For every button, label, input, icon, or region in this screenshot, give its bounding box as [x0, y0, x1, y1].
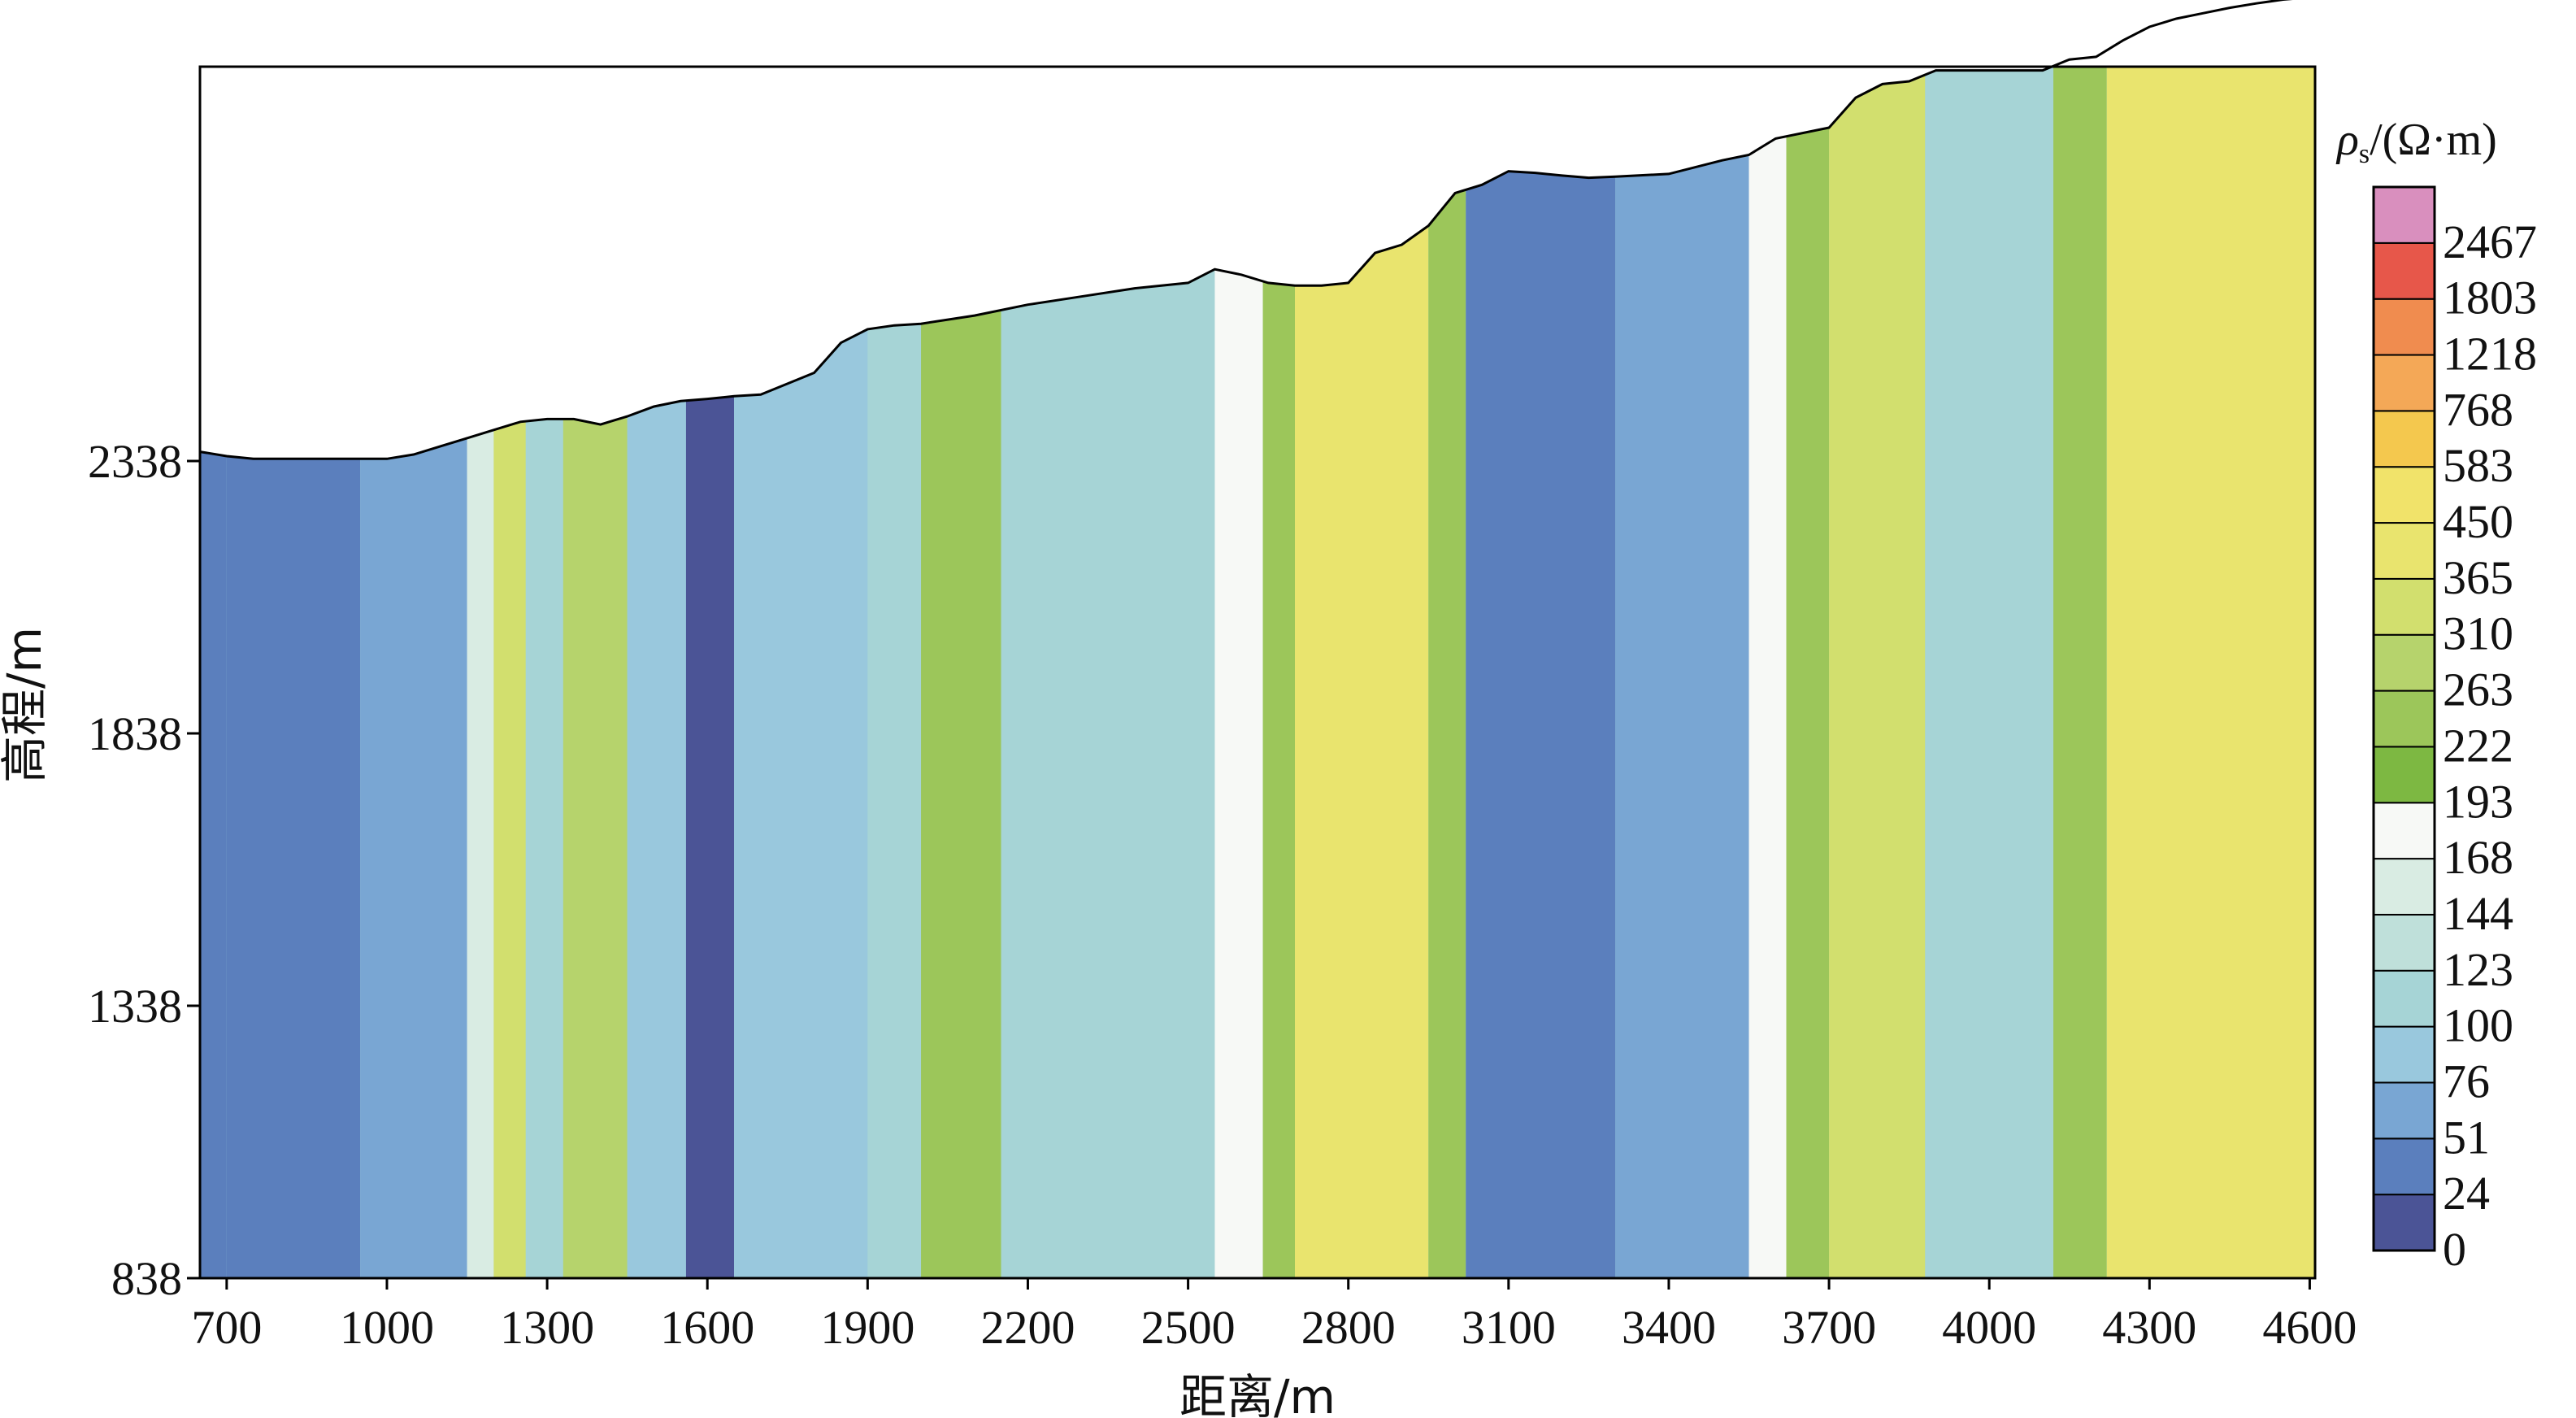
y-axis-title: 高程/m — [0, 627, 52, 783]
x-tick-label: 2200 — [980, 1301, 1075, 1354]
resistivity-band-12 — [1001, 67, 1215, 1278]
resistivity-band-16 — [1428, 67, 1466, 1278]
colorbar-swatch — [2373, 522, 2435, 580]
resistivity-band-15 — [1294, 67, 1429, 1278]
resistivity-band-18 — [1615, 67, 1749, 1278]
colorbar-title-subscript: s — [2359, 139, 2370, 169]
y-axis: 838 1338 1838 2338 — [88, 435, 200, 1305]
colorbar-swatch — [2373, 913, 2435, 972]
colorbar-label: 144 — [2443, 887, 2513, 940]
resistivity-band-22 — [1925, 67, 2054, 1278]
x-tick-label: 4000 — [1942, 1301, 2036, 1354]
resistivity-band-3 — [467, 67, 494, 1278]
colorbar-label: 310 — [2443, 607, 2513, 660]
resistivity-band-13 — [1214, 67, 1263, 1278]
y-tick-label: 1838 — [88, 707, 182, 760]
x-tick-label: 1000 — [340, 1301, 434, 1354]
colorbar-label: 222 — [2443, 719, 2513, 772]
y-tick-label: 2338 — [88, 435, 182, 488]
colorbar-label: 583 — [2443, 439, 2513, 492]
colorbar-swatch — [2373, 858, 2435, 916]
colorbar-label: 365 — [2443, 551, 2513, 604]
x-tick-label: 2500 — [1141, 1301, 1236, 1354]
x-tick-label: 2800 — [1301, 1301, 1396, 1354]
x-tick-label: 3400 — [1622, 1301, 1716, 1354]
resistivity-band-24 — [2106, 67, 2315, 1278]
colorbar-swatch — [2373, 1025, 2435, 1084]
x-tick-label: 700 — [191, 1301, 262, 1354]
resistivity-band-1 — [226, 67, 361, 1278]
resistivity-band-2 — [360, 67, 467, 1278]
colorbar-swatch — [2373, 298, 2435, 356]
colorbar-swatch — [2373, 802, 2435, 860]
resistivity-band-7 — [627, 67, 686, 1278]
x-tick-label: 3100 — [1462, 1301, 1556, 1354]
y-tick-label: 1338 — [88, 980, 182, 1033]
x-tick-label: 4600 — [2262, 1301, 2357, 1354]
colorbar-swatch — [2373, 410, 2435, 468]
colorbar-swatch — [2373, 241, 2435, 300]
resistivity-band-10 — [867, 67, 922, 1278]
surface-profile-line — [199, 0, 2293, 460]
x-tick-label: 3700 — [1782, 1301, 1876, 1354]
colorbar: 0245176100123144168193222263310365450583… — [2372, 185, 2537, 1276]
plot-frame — [198, 65, 2317, 1280]
x-axis-title: 距离/m — [1179, 1369, 1336, 1418]
x-tick-label: 1300 — [500, 1301, 594, 1354]
x-tick-label: 1600 — [660, 1301, 754, 1354]
resistivity-band-0 — [200, 67, 227, 1278]
resistivity-band-11 — [921, 67, 1001, 1278]
colorbar-swatch — [2373, 577, 2435, 636]
resistivity-band-4 — [493, 67, 526, 1278]
colorbar-label: 123 — [2443, 943, 2513, 996]
colorbar-label: 76 — [2443, 1055, 2490, 1107]
y-tick-label: 838 — [111, 1252, 182, 1305]
resistivity-field — [200, 67, 2315, 1278]
colorbar-label: 0 — [2443, 1223, 2466, 1276]
resistivity-band-17 — [1466, 67, 1616, 1278]
resistivity-band-20 — [1786, 67, 1830, 1278]
resistivity-band-6 — [563, 67, 628, 1278]
resistivity-band-23 — [2053, 67, 2107, 1278]
colorbar-swatch — [2373, 689, 2435, 748]
colorbar-label: 168 — [2443, 831, 2513, 884]
x-axis: 700 1000 1300 1600 1900 2200 2500 2800 3100 3400 3… — [191, 1278, 2357, 1354]
colorbar-frame — [2372, 185, 2436, 1252]
resistivity-band-8 — [685, 67, 735, 1278]
colorbar-label: 100 — [2443, 999, 2513, 1052]
colorbar-title-symbol: ρ — [2335, 115, 2359, 165]
x-tick-label: 4300 — [2102, 1301, 2196, 1354]
colorbar-swatch — [2373, 1194, 2435, 1251]
resistivity-band-5 — [525, 67, 563, 1278]
colorbar-swatch — [2373, 633, 2435, 692]
colorbar-label: 768 — [2443, 383, 2513, 436]
colorbar-swatch — [2373, 1081, 2435, 1140]
colorbar-swatch — [2373, 186, 2435, 244]
colorbar-swatch — [2373, 1137, 2435, 1196]
colorbar-label: 2467 — [2443, 215, 2537, 268]
colorbar-swatch — [2373, 746, 2435, 804]
resistivity-band-14 — [1262, 67, 1295, 1278]
resistivity-band-21 — [1829, 67, 1926, 1278]
colorbar-title-units: /(Ω·m) — [2370, 115, 2497, 165]
x-tick-label: 1900 — [820, 1301, 914, 1354]
colorbar-label: 1803 — [2443, 272, 2537, 324]
colorbar-swatch — [2373, 466, 2435, 524]
colorbar-label: 263 — [2443, 663, 2513, 716]
colorbar-swatch — [2373, 354, 2435, 412]
colorbar-label: 450 — [2443, 495, 2513, 548]
colorbar-swatch — [2373, 969, 2435, 1028]
resistivity-band-9 — [734, 67, 868, 1278]
colorbar-label: 193 — [2443, 775, 2513, 828]
colorbar-label: 1218 — [2443, 328, 2537, 381]
resistivity-band-19 — [1748, 67, 1787, 1278]
colorbar-label: 51 — [2443, 1111, 2490, 1164]
colorbar-label: 24 — [2443, 1167, 2490, 1220]
colorbar-title: ρs/(Ω·m) — [2335, 115, 2497, 169]
